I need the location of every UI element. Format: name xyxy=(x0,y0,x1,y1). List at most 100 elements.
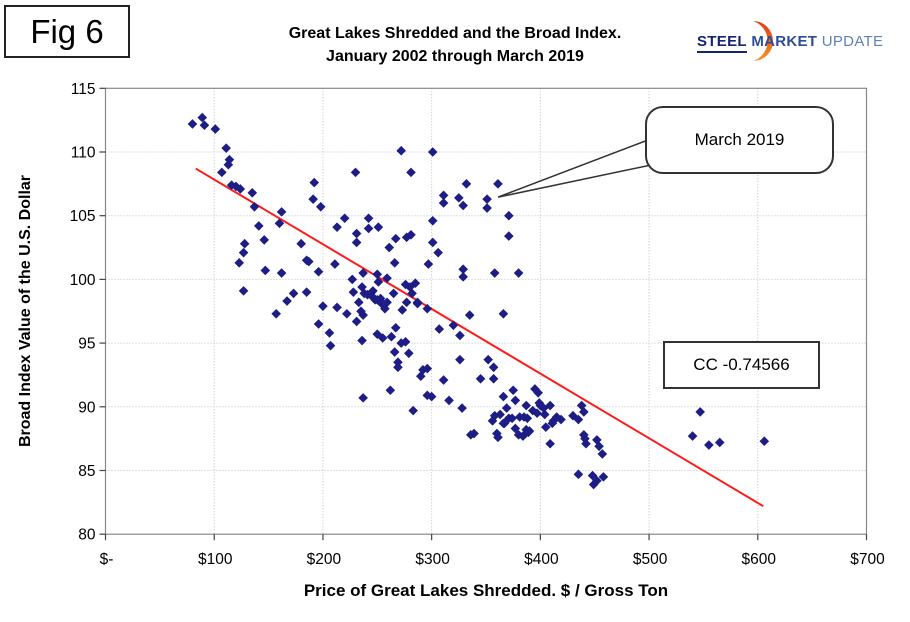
y-tick-label: 85 xyxy=(78,463,95,480)
scatter-point xyxy=(573,414,584,425)
scatter-point xyxy=(465,430,476,440)
steel-market-update-logo: STEEL MARKET UPDATE xyxy=(697,20,883,64)
chart-title: Great Lakes Shredded and the Broad Index… xyxy=(110,22,800,68)
scatter-point xyxy=(407,288,417,299)
scatter-point xyxy=(365,288,376,299)
scatter-point xyxy=(390,233,401,244)
scatter-point xyxy=(330,259,340,269)
scatter-point xyxy=(594,441,604,452)
scatter-point xyxy=(351,316,362,327)
scatter-point xyxy=(221,143,231,153)
scatter-point xyxy=(475,373,486,384)
scatter-point xyxy=(260,265,271,276)
scatter-point xyxy=(522,413,533,424)
figure-number-label: Fig 6 xyxy=(30,12,104,50)
scatter-point xyxy=(510,423,521,434)
scatter-point xyxy=(545,400,555,411)
scatter-point xyxy=(301,287,312,297)
scatter-point xyxy=(324,328,335,338)
scatter-point xyxy=(347,274,358,285)
scatter-point xyxy=(444,395,454,406)
scatter-point xyxy=(545,438,555,449)
scatter-point xyxy=(422,390,433,401)
y-tick-label: 105 xyxy=(70,208,96,225)
scatter-point xyxy=(217,167,227,178)
scatter-point xyxy=(524,426,535,436)
march-2019-callout-label: March 2019 xyxy=(694,130,785,149)
scatter-point xyxy=(573,469,584,480)
scatter-point xyxy=(259,235,270,245)
scatter-point xyxy=(510,395,521,406)
scatter-point xyxy=(223,159,234,170)
scatter-point xyxy=(348,287,359,297)
scatter-point xyxy=(521,400,532,411)
scatter-point xyxy=(427,237,438,248)
scatter-point xyxy=(493,432,503,443)
scatter-point xyxy=(274,218,285,229)
scatter-point xyxy=(313,319,324,329)
scatter-point xyxy=(533,387,543,398)
scatter-point xyxy=(687,431,698,441)
x-tick-label: $- xyxy=(100,551,114,568)
scatter-point xyxy=(315,201,326,212)
scatter-point xyxy=(385,385,396,396)
y-tick-label: 110 xyxy=(71,145,96,162)
scatter-point xyxy=(427,147,438,157)
scatter-point xyxy=(396,338,407,348)
y-tick-label: 95 xyxy=(78,336,95,353)
scatter-point xyxy=(532,408,542,418)
plot-frame xyxy=(104,87,868,535)
figure-number-box: Fig 6 xyxy=(4,5,130,58)
scatter-point xyxy=(382,297,392,308)
scatter-point xyxy=(235,184,246,194)
x-tick-label: $100 xyxy=(198,551,233,568)
scatter-point xyxy=(408,405,418,416)
y-tick-label: 80 xyxy=(78,527,96,544)
scatter-point xyxy=(492,428,502,439)
x-tick-label: $700 xyxy=(850,551,885,568)
scatter-point xyxy=(422,303,433,314)
scatter-point xyxy=(332,222,342,232)
logo-word-update: UPDATE xyxy=(821,33,884,50)
x-tick-label: $200 xyxy=(307,551,342,568)
scatter-point xyxy=(504,231,514,241)
scatter-point xyxy=(210,124,221,134)
scatter-point xyxy=(301,255,312,266)
scatter-point xyxy=(482,203,492,213)
scatter-point xyxy=(406,230,416,240)
scatter-point xyxy=(231,181,241,192)
scatter-point xyxy=(276,207,287,217)
chart-title-line1: Great Lakes Shredded and the Broad Index… xyxy=(288,25,622,42)
scatter-point xyxy=(448,320,459,331)
scatter-point xyxy=(389,347,400,357)
x-tick-label: $500 xyxy=(633,551,668,568)
scatter-point xyxy=(389,258,400,268)
scatter-point xyxy=(455,354,465,365)
scatter-point xyxy=(410,278,421,289)
logo-crescent-icon xyxy=(753,21,773,61)
scatter-point xyxy=(438,198,449,208)
y-tick-label: 115 xyxy=(71,81,96,98)
scatter-point xyxy=(368,292,378,303)
scatter-point xyxy=(401,297,412,308)
scatter-point xyxy=(426,391,437,402)
scatter-point xyxy=(704,440,714,450)
logo-word-steel: STEEL xyxy=(697,33,747,53)
scatter-point xyxy=(377,333,388,343)
callout-tail xyxy=(497,138,652,198)
scatter-point xyxy=(384,242,395,253)
scatter-point xyxy=(415,371,426,382)
scatter-point xyxy=(358,268,368,278)
scatter-point xyxy=(507,413,517,424)
scatter-point xyxy=(382,273,392,283)
logo-word-market: MARKET xyxy=(751,33,818,50)
logo-text: STEEL MARKET UPDATE xyxy=(697,33,884,53)
y-tick-label: 100 xyxy=(70,272,96,289)
scatter-point xyxy=(438,375,449,385)
scatter-point xyxy=(373,222,384,232)
scatter-point xyxy=(540,422,551,432)
scatter-point xyxy=(458,264,468,275)
scatter-point xyxy=(390,323,401,333)
scatter-point xyxy=(386,331,397,342)
scatter-point xyxy=(187,119,198,129)
